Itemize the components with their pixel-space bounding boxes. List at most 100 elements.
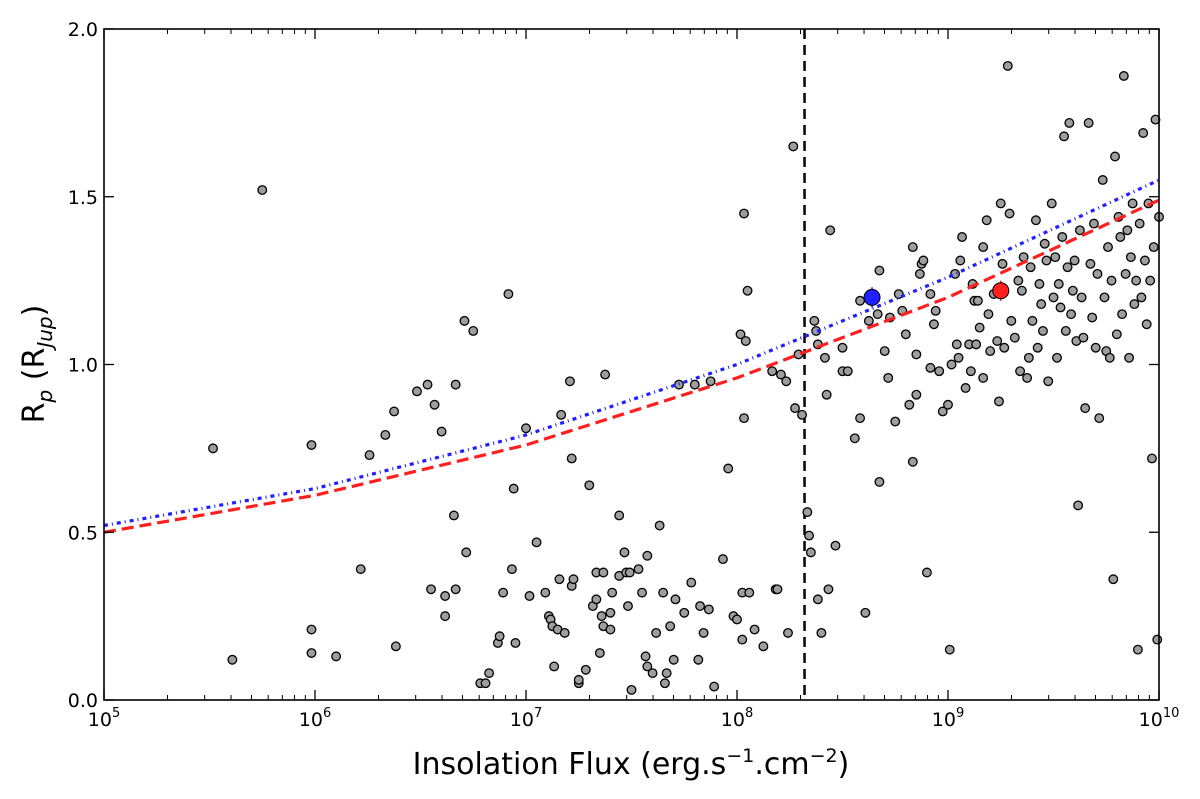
data-point [440,591,451,601]
data-point [981,215,992,226]
data-point [821,389,832,400]
data-point [837,342,848,353]
data-point [911,349,922,360]
data-point [953,352,964,363]
data-point [531,537,542,548]
data-point [208,443,218,454]
data-point [946,359,957,370]
data-point [468,326,479,336]
data-point [1122,225,1133,236]
data-point [654,520,665,531]
data-point [1037,326,1048,336]
data-point [804,530,815,541]
data-point [605,607,616,618]
data-point [788,141,799,152]
data-point [306,648,317,658]
data-point [1083,117,1094,128]
y-axis-title: Rp (RJup) [17,305,57,424]
data-point [883,372,894,383]
data-point [480,678,491,689]
data-point [524,591,535,601]
data-point [1103,242,1113,253]
data-point [825,225,836,236]
data-point [1016,285,1027,296]
data-point [911,389,922,400]
data-point [879,346,890,357]
data-point [1025,262,1036,273]
data-point [1032,342,1043,353]
data-point [1127,198,1138,209]
data-point [790,403,800,414]
data-point [626,684,637,695]
data-point [983,309,994,320]
data-point [540,587,551,598]
data-point [686,577,697,588]
y-tick-label: 1.5 [68,187,98,209]
data-point [659,678,670,689]
data-point [904,399,915,410]
data-point [972,295,983,306]
data-point [1060,326,1071,336]
data-point [389,406,400,417]
data-point [951,339,962,350]
data-point [640,651,651,662]
data-point [596,611,607,622]
data-point [776,369,786,380]
data-point [598,567,609,578]
data-point [999,342,1010,353]
data-point [1073,500,1084,511]
data-point [510,638,521,648]
data-point [693,654,704,665]
x-tick-label: 1010 [1139,706,1180,731]
y-tick-label: 2.0 [68,19,98,41]
data-point [739,208,749,219]
data-point [819,352,830,363]
data-point [872,309,883,320]
data-point [749,624,760,635]
data-point [689,379,700,390]
data-point [1030,215,1041,226]
data-point [503,289,514,299]
data-point [1090,342,1101,353]
data-point [925,362,936,373]
data-point [450,379,461,390]
data-point [1027,315,1038,326]
data-point [1022,372,1033,383]
data-point [412,386,422,397]
data-point [695,601,706,612]
data-point [498,587,509,598]
data-point [1108,574,1119,585]
data-point [429,399,440,410]
data-point [855,295,866,306]
data-point [607,587,618,598]
data-point [957,232,968,242]
data-point [1046,198,1057,209]
data-point [709,681,720,692]
data-point [614,510,625,521]
data-point [900,329,911,340]
data-point [573,674,584,685]
data-point [928,319,939,330]
data-point [1129,299,1140,310]
data-point [992,336,1003,346]
data-point [1131,275,1142,286]
data-point [600,369,611,380]
data-point [874,476,885,487]
data-point [1004,208,1015,219]
data-point [943,399,953,410]
data-point [1097,175,1108,185]
data-point [918,255,929,266]
x-tick-label: 106 [299,706,331,731]
data-point [658,587,669,598]
data-point [1085,258,1096,269]
data-point [849,433,860,444]
data-point [306,440,317,450]
data-point [698,627,709,638]
data-point [549,661,560,672]
data-point [855,413,866,424]
data-point [584,480,595,491]
data-point [802,507,813,518]
data-point [1059,131,1070,142]
data-point [556,409,567,420]
